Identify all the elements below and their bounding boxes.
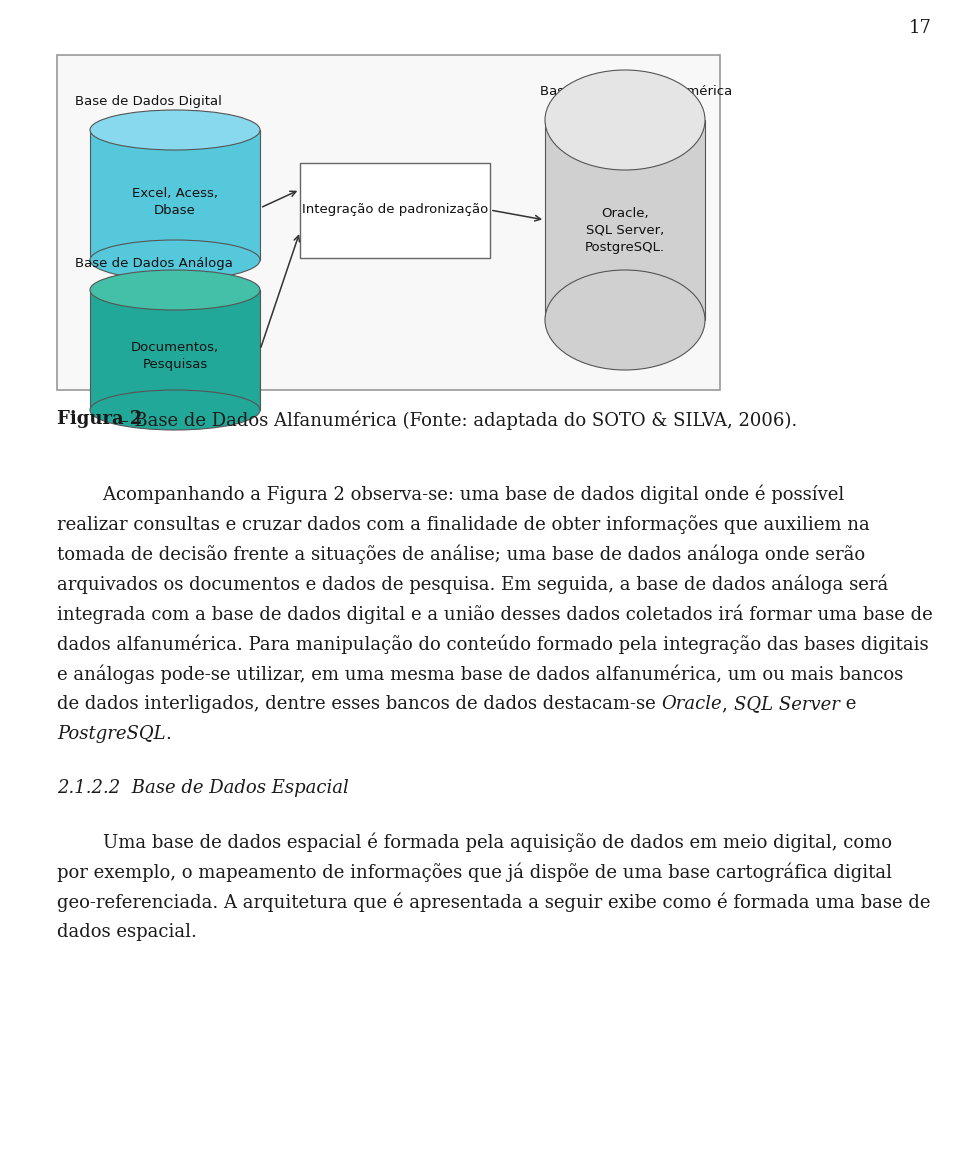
Ellipse shape (90, 390, 260, 430)
Ellipse shape (90, 270, 260, 310)
Bar (90, 130, 260, 260)
Bar (57, 55, 720, 390)
Bar (300, 163, 490, 258)
Text: Base de Dados Alfanumérica: Base de Dados Alfanumérica (540, 85, 732, 98)
Text: por exemplo, o mapeamento de informações que já dispõe de uma base cartográfica : por exemplo, o mapeamento de informações… (57, 863, 892, 883)
Text: integrada com a base de dados digital e a união desses dados coletados irá forma: integrada com a base de dados digital e … (57, 605, 933, 624)
Ellipse shape (545, 70, 705, 170)
Text: Oracle,
SQL Server,
PostgreSQL.: Oracle, SQL Server, PostgreSQL. (585, 207, 665, 254)
Text: .: . (166, 725, 172, 743)
Text: dados espacial.: dados espacial. (57, 923, 197, 941)
Text: Acompanhando a Figura 2 observa-se: uma base de dados digital onde é possível: Acompanhando a Figura 2 observa-se: uma … (57, 485, 844, 504)
Text: e análogas pode-se utilizar, em uma mesma base de dados alfanumérica, um ou mais: e análogas pode-se utilizar, em uma mesm… (57, 665, 903, 684)
Text: dados alfanumérica. Para manipulação do conteúdo formado pela integração das bas: dados alfanumérica. Para manipulação do … (57, 635, 928, 654)
Text: 2.1.2.2  Base de Dados Espacial: 2.1.2.2 Base de Dados Espacial (57, 779, 348, 797)
Bar (545, 120, 705, 320)
Text: realizar consultas e cruzar dados com a finalidade de obter informações que auxi: realizar consultas e cruzar dados com a … (57, 515, 870, 534)
Text: ,: , (722, 695, 733, 713)
Text: Uma base de dados espacial é formada pela aquisição de dados em meio digital, co: Uma base de dados espacial é formada pel… (57, 833, 892, 853)
Text: de dados interligados, dentre esses bancos de dados destacam-se: de dados interligados, dentre esses banc… (57, 695, 661, 713)
Text: Integração de padronização: Integração de padronização (301, 203, 488, 217)
Text: Figura 2: Figura 2 (57, 410, 142, 428)
Text: – Base de Dados Alfanumérica (Fonte: adaptada do SOTO & SILVA, 2006).: – Base de Dados Alfanumérica (Fonte: ada… (114, 410, 797, 429)
Text: tomada de decisão frente a situações de análise; uma base de dados análoga onde : tomada de decisão frente a situações de … (57, 545, 865, 564)
Bar (90, 290, 260, 410)
Text: 17: 17 (908, 18, 931, 37)
Text: arquivados os documentos e dados de pesquisa. Em seguida, a base de dados análog: arquivados os documentos e dados de pesq… (57, 575, 888, 594)
Text: e: e (839, 695, 856, 713)
Text: Documentos,
Pesquisas: Documentos, Pesquisas (131, 340, 219, 370)
Text: PostgreSQL: PostgreSQL (57, 725, 166, 743)
Text: Oracle: Oracle (661, 695, 722, 713)
Text: Excel, Acess,
Dbase: Excel, Acess, Dbase (132, 187, 218, 217)
Ellipse shape (545, 270, 705, 370)
Ellipse shape (90, 240, 260, 280)
Text: Base de Dados Digital: Base de Dados Digital (75, 95, 222, 108)
Ellipse shape (90, 110, 260, 150)
Text: Base de Dados Análoga: Base de Dados Análoga (75, 257, 233, 270)
Text: geo-referenciada. A arquitetura que é apresentada a seguir exibe como é formada : geo-referenciada. A arquitetura que é ap… (57, 893, 930, 913)
Text: SQL Server: SQL Server (733, 695, 839, 713)
